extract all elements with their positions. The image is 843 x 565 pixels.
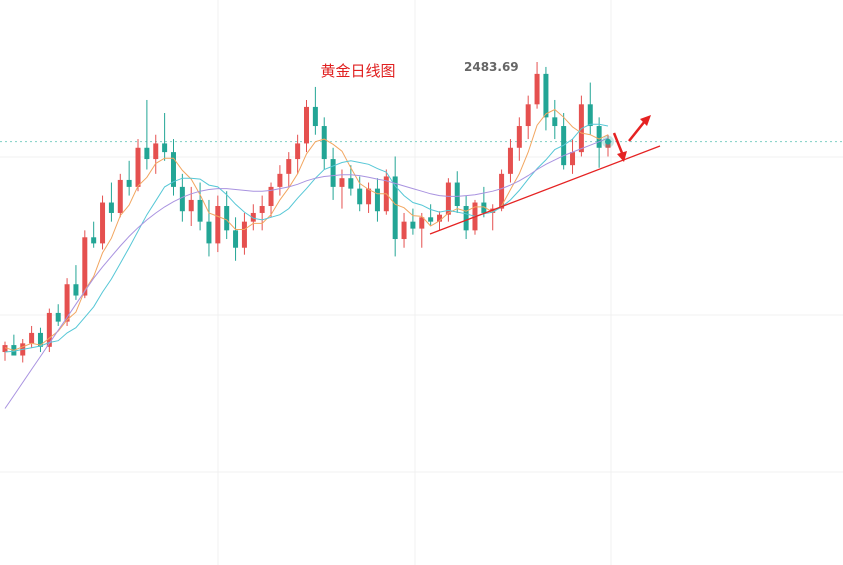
candle-body <box>144 147 150 160</box>
candle-body <box>401 221 407 240</box>
chart-title: 黄金日线图 <box>320 62 395 80</box>
trend-line <box>429 145 661 235</box>
candle-body <box>552 117 558 127</box>
candle-body <box>108 202 114 213</box>
candle-body <box>454 182 460 207</box>
average-line <box>4 137 609 409</box>
candle-body <box>321 126 327 160</box>
candle-body <box>490 208 496 213</box>
average-line <box>4 108 609 351</box>
candle-body <box>250 212 256 222</box>
candle-body <box>91 237 97 244</box>
plot-area <box>0 61 843 409</box>
candle-body <box>366 188 372 205</box>
candle-body <box>357 188 363 205</box>
candle-body <box>64 284 70 322</box>
candle-body <box>224 206 230 231</box>
candle-body <box>2 345 8 353</box>
candle-body <box>339 178 345 187</box>
candle-body <box>348 178 354 189</box>
candle-body <box>286 159 292 174</box>
candle-body <box>55 312 61 322</box>
candle-body <box>162 143 168 153</box>
candle-body <box>241 221 247 248</box>
candle-body <box>170 152 176 187</box>
candle-body <box>410 221 416 229</box>
candle-body <box>295 143 301 160</box>
candle-body <box>233 230 239 248</box>
candle-body <box>135 147 141 187</box>
candle-body <box>525 104 531 127</box>
candle-body <box>37 332 43 347</box>
candle-body <box>126 179 132 187</box>
candle-body <box>73 284 79 296</box>
candle-body <box>29 332 35 344</box>
average-line <box>4 123 609 353</box>
candle-body <box>374 188 380 212</box>
arrow-down <box>612 132 627 162</box>
candle-body <box>268 186 274 207</box>
candle-body <box>543 73 549 118</box>
candle-body <box>215 206 221 244</box>
candle-body <box>419 217 425 229</box>
candle-body <box>259 206 265 213</box>
candle-body <box>534 73 540 105</box>
candle-body <box>499 173 505 209</box>
candle-body <box>82 237 88 296</box>
candle-body <box>570 152 576 166</box>
candle-body <box>596 126 602 148</box>
candle-body <box>463 206 469 231</box>
candle-body <box>117 179 123 213</box>
candle-body <box>507 147 513 174</box>
candle-body <box>206 221 212 244</box>
candle-body <box>153 143 159 160</box>
candle-body <box>46 312 52 347</box>
candle-body <box>516 126 522 148</box>
arrow-up <box>628 115 651 142</box>
candle-body <box>392 176 398 240</box>
candle-body <box>188 199 194 212</box>
candle-body <box>277 173 283 187</box>
candle-body <box>312 106 318 127</box>
candle-body <box>197 199 203 222</box>
candle-body <box>100 202 106 244</box>
candle-body <box>445 182 451 215</box>
candle-body <box>330 159 336 187</box>
candle-body <box>481 202 487 213</box>
candle-body <box>605 141 611 148</box>
candle-body <box>437 214 443 222</box>
candle-body <box>428 217 434 222</box>
candle-body <box>304 106 309 144</box>
high-label: 2483.69 <box>464 60 519 74</box>
price-dot <box>605 138 611 145</box>
candle-body <box>587 104 593 127</box>
candle-body <box>179 186 185 212</box>
